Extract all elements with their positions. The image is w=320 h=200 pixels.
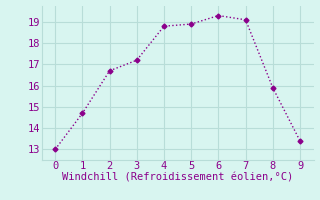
X-axis label: Windchill (Refroidissement éolien,°C): Windchill (Refroidissement éolien,°C) [62,173,293,183]
